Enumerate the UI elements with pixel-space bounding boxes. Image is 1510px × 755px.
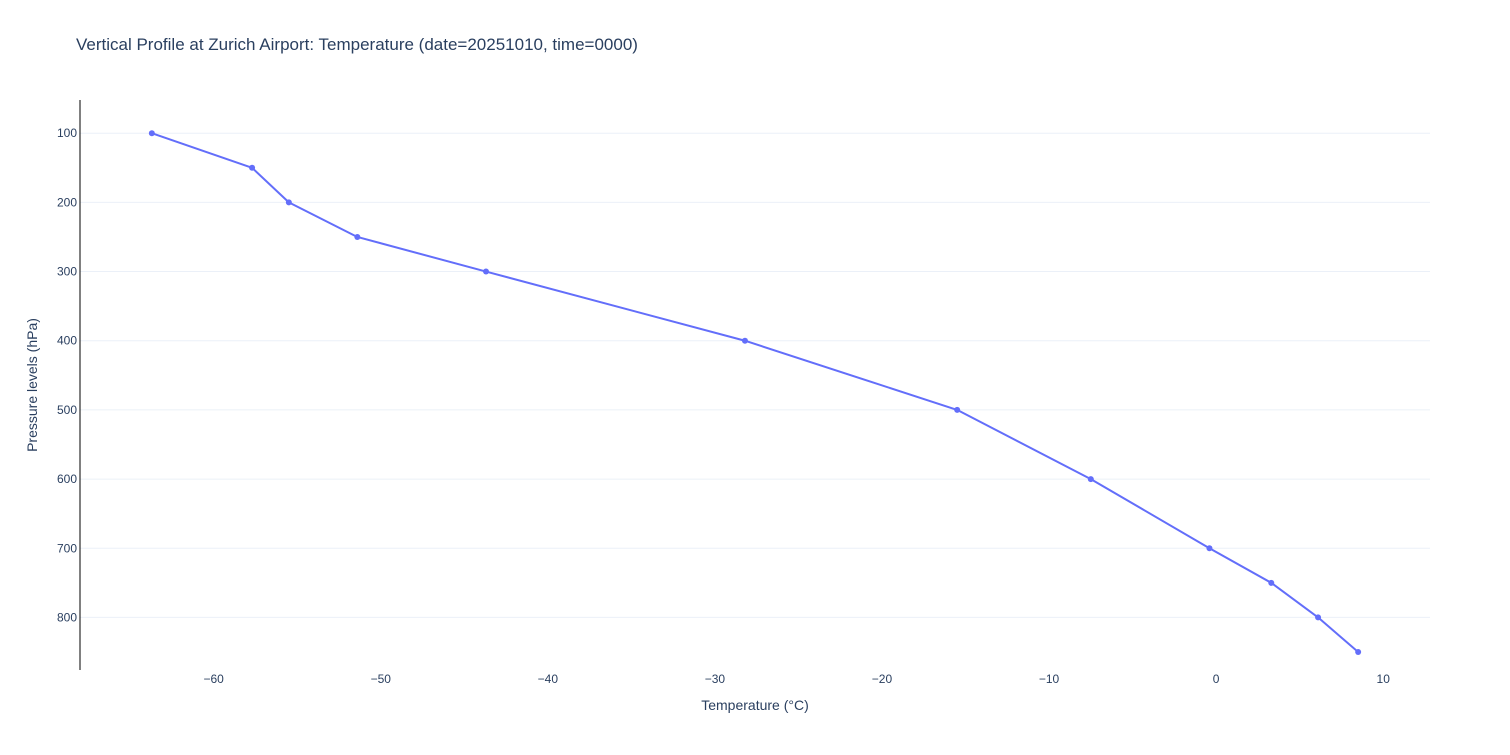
x-tick-label: −40 (538, 672, 559, 686)
x-tick-label: −10 (1039, 672, 1060, 686)
y-tick-label: 500 (57, 403, 77, 417)
y-axis-title: Pressure levels (hPa) (24, 318, 40, 452)
x-tick-label: −60 (203, 672, 224, 686)
data-point[interactable] (285, 199, 292, 206)
series-line (151, 132, 1359, 653)
data-point[interactable] (1315, 614, 1322, 621)
series-layer (148, 130, 1362, 656)
x-tick-label: −20 (872, 672, 893, 686)
x-axis-title: Temperature (°C) (701, 697, 809, 713)
data-point[interactable] (741, 337, 748, 344)
y-tick-label: 600 (57, 472, 77, 486)
data-point[interactable] (1206, 545, 1213, 552)
x-tick-label: 10 (1377, 672, 1391, 686)
data-point[interactable] (249, 164, 256, 171)
x-axis-ticks: −60 −50 −40 −30 −20 −10 0 10 (203, 672, 1390, 686)
data-point[interactable] (483, 268, 490, 275)
y-tick-label: 300 (57, 265, 77, 279)
data-point[interactable] (354, 233, 361, 240)
x-tick-label: −30 (705, 672, 726, 686)
y-tick-label: 400 (57, 334, 77, 348)
data-point[interactable] (148, 130, 155, 137)
gridlines (80, 132, 1430, 618)
x-tick-label: −50 (371, 672, 392, 686)
data-point[interactable] (1087, 476, 1094, 483)
data-point[interactable] (1268, 579, 1275, 586)
data-point[interactable] (1355, 649, 1362, 656)
y-tick-label: 100 (57, 126, 77, 140)
y-axis-ticks: 100 200 300 400 500 600 700 800 (57, 126, 77, 624)
y-tick-label: 700 (57, 541, 77, 555)
data-point[interactable] (954, 406, 961, 413)
y-tick-label: 200 (57, 195, 77, 209)
chart-title: Vertical Profile at Zurich Airport: Temp… (76, 35, 638, 54)
y-tick-label: 800 (57, 610, 77, 624)
x-tick-label: 0 (1213, 672, 1220, 686)
